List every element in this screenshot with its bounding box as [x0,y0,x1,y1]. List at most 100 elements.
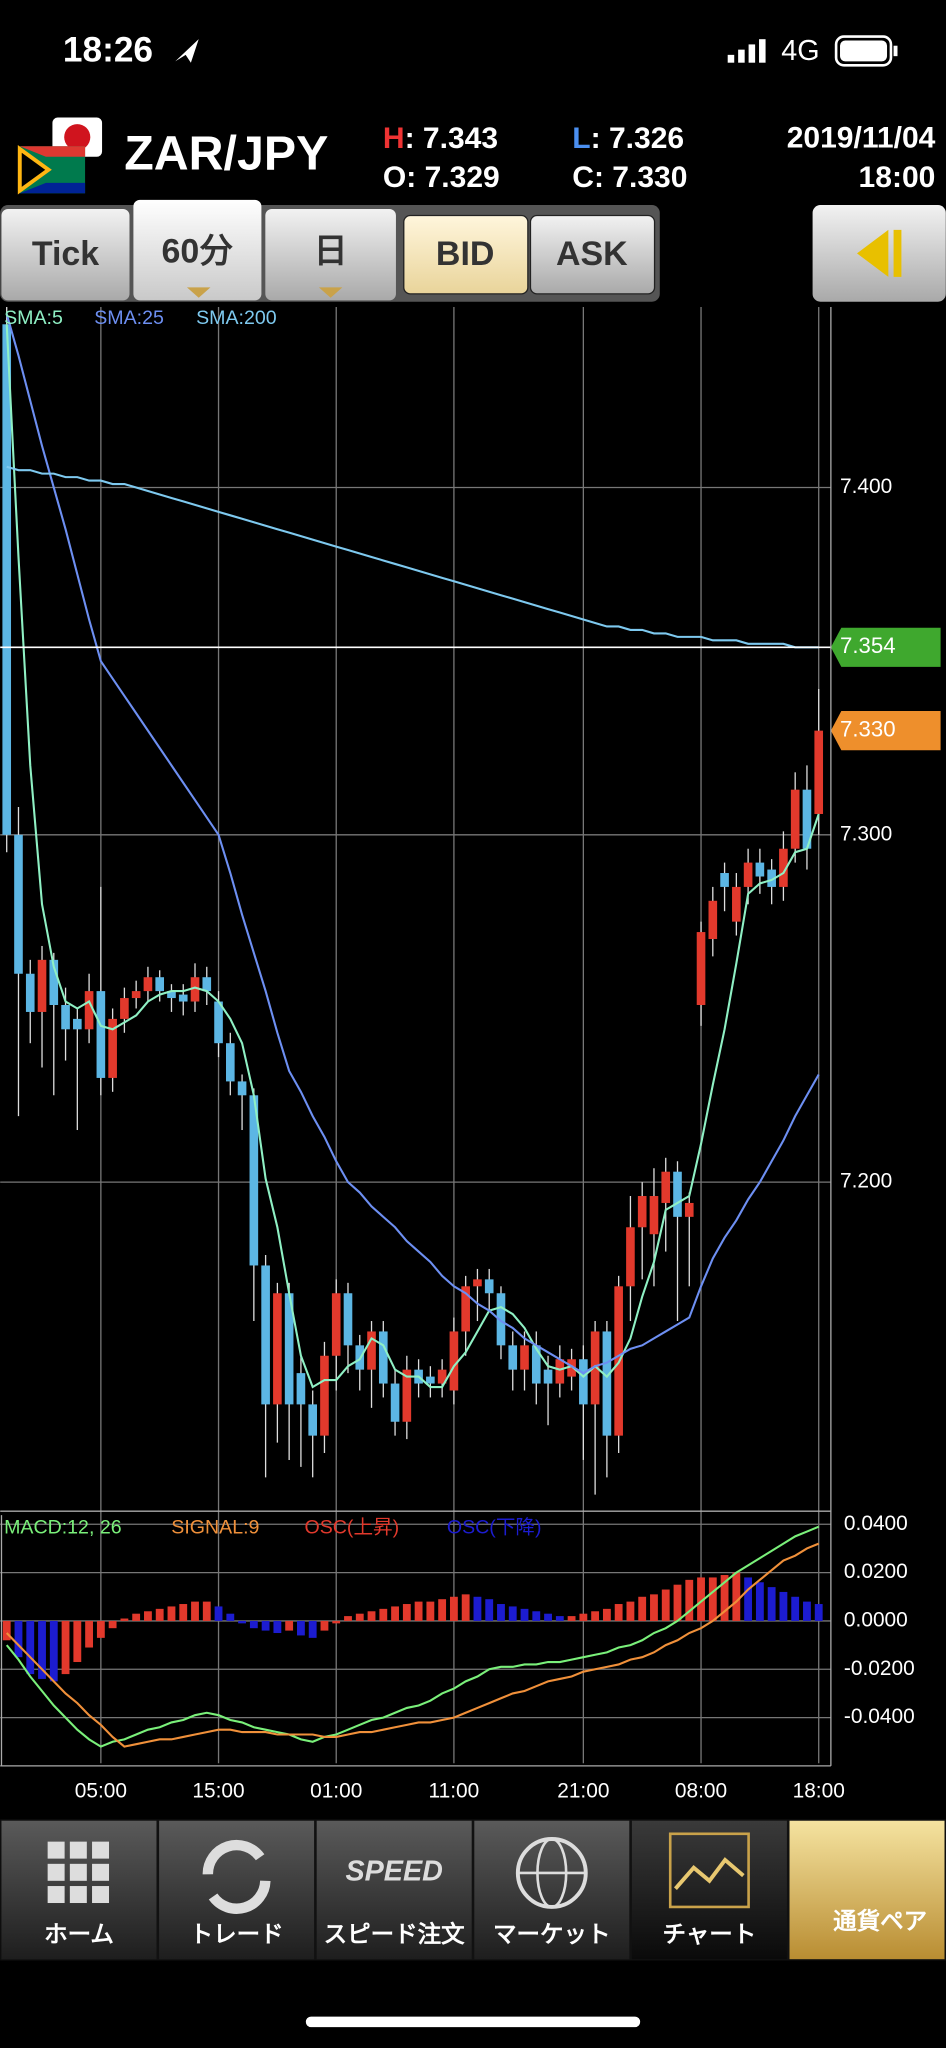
candle-body [49,959,59,1005]
candle-body [720,873,729,887]
y-tick-label: 7.300 [840,822,892,845]
candle-body [461,1286,470,1332]
candle-body [543,1369,553,1384]
osc-bar [120,1618,129,1621]
osc-bar [61,1620,70,1675]
nav-icon [69,1886,87,1904]
x-tick-label: 01:00 [310,1780,362,1803]
candle-body [202,977,212,992]
osc-bar [238,1620,246,1624]
osc-bar [708,1577,717,1621]
legend-entry: OSC(上昇) [305,1516,400,1538]
candle-body [273,1293,282,1405]
osc-bar [391,1606,399,1621]
side-panel-icon [857,229,889,277]
osc-bar [14,1620,23,1658]
network: 4G [781,35,819,67]
candle-body [284,1293,294,1405]
candle-body [555,1359,565,1384]
high-value: : 7.343 [405,122,499,155]
legend-entry: SMA:5 [4,307,63,329]
nav-icon-text: SPEED [346,1856,443,1888]
candle-body [649,1196,659,1235]
candle-body [402,1369,412,1422]
nav-icon [668,1832,750,1909]
candle-body [520,1345,529,1370]
osc-bar [226,1613,235,1621]
pair: ZAR/JPY [124,127,328,181]
osc-bar [744,1577,753,1621]
osc-bar [803,1601,811,1621]
candle-body [626,1227,635,1287]
osc-bar [626,1601,635,1621]
candle-body [579,1359,588,1405]
candle-body [167,991,176,999]
candle-body [802,789,812,849]
nav-button[interactable] [631,1820,787,1960]
candle-body [249,1095,259,1266]
osc-bar [544,1613,552,1621]
osc-bar [508,1606,517,1621]
osc-bar [191,1601,199,1621]
price-tag-label: 7.330 [840,716,896,741]
nav-icon [69,1863,87,1881]
osc-bar [214,1606,223,1621]
y-tick-label: 0.0000 [844,1608,908,1631]
osc-bar [285,1620,294,1631]
osc-bar [461,1594,470,1621]
nav-button[interactable] [789,1820,945,1960]
low-value: : 7.326 [591,122,685,155]
candle-body [473,1279,482,1287]
legend-entry: OSC(下降) [447,1516,542,1538]
x-tick-label: 18:00 [793,1780,845,1803]
nav-icon [92,1886,110,1904]
dropdown-arrow [186,287,211,298]
osc-bar [579,1613,588,1621]
osc-bar [779,1591,788,1621]
nav-icon [92,1841,110,1859]
candle-body [96,991,106,1078]
flag [17,117,103,195]
osc-bar [697,1577,705,1621]
candle-body [61,1004,70,1030]
price-tag [830,627,941,667]
candle-body [567,1359,576,1377]
osc-bar [344,1616,352,1621]
nav-button[interactable] [316,1820,472,1960]
nav-icon [47,1886,65,1904]
osc-bar [650,1594,658,1621]
tab-ask[interactable] [529,214,656,295]
tab-day[interactable] [265,208,396,301]
osc-bar [367,1611,376,1621]
osc-bar [297,1620,305,1636]
nav-label: トレード [190,1921,284,1947]
osc-bar [202,1601,211,1621]
nav-icon [673,1857,745,1890]
candle-body [437,1369,447,1384]
nav-label: チャート [663,1921,757,1947]
osc-bar [38,1620,46,1679]
osc-bar [85,1620,94,1648]
tab-bid[interactable] [403,214,529,295]
osc-bar [167,1606,176,1621]
osc-bar [532,1611,541,1621]
legend-entry: MACD:12, 26 [4,1516,122,1538]
y-tick-label: -0.0200 [844,1657,915,1680]
tab-label: BID [436,235,494,273]
series-line [6,465,819,649]
candle-body [496,1293,506,1346]
tab-60min[interactable] [133,199,262,301]
series-line [5,324,820,1389]
osc-bar [379,1608,388,1621]
candle-body [732,886,741,922]
nav-button[interactable] [474,1820,630,1960]
series-line [5,313,820,1375]
osc-bar [261,1620,270,1631]
osc-bar [638,1596,647,1621]
tab-tick[interactable] [1,208,130,301]
close: C: 7.330 [572,161,687,194]
osc-bar [591,1611,600,1621]
candle-body [484,1279,494,1294]
candle-body [390,1383,400,1422]
high-label: H [383,122,405,155]
